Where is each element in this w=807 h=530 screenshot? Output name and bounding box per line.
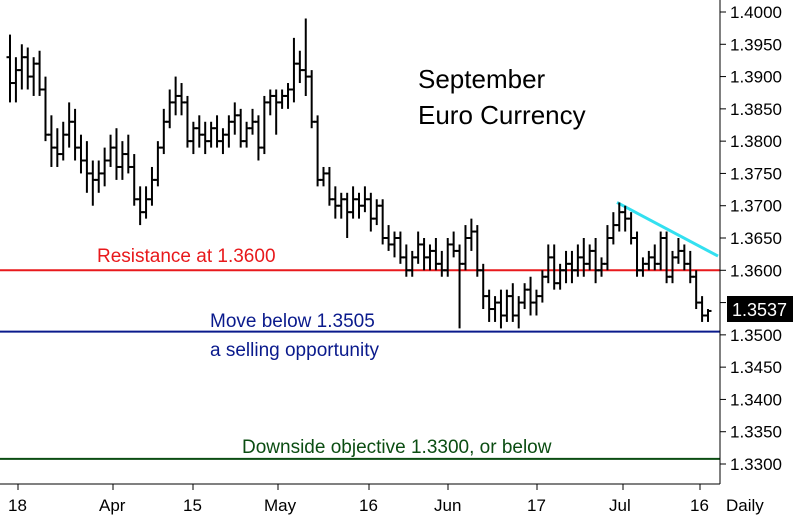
objective-label: Downside objective 1.3300, or below	[242, 437, 552, 458]
y-tick-label: 1.3750	[730, 164, 782, 183]
x-tick-label: 17	[527, 496, 546, 515]
x-tick-label: 15	[183, 496, 202, 515]
ohlc-bar	[704, 309, 712, 322]
price-bars	[6, 18, 712, 329]
x-tick-label: Jun	[434, 496, 461, 515]
support-label: Move below 1.3505	[210, 311, 375, 332]
x-tick-label: 18	[8, 496, 27, 515]
x-tick-label: Apr	[99, 496, 126, 515]
y-axis-ticks: 1.4000 1.3950 1.3900 1.3850 1.3800 1.3750 1.37…	[720, 3, 782, 474]
last-price-label: 1.3537	[732, 300, 787, 320]
y-tick-label: 1.3450	[730, 358, 782, 377]
trend-line-group	[616, 201, 719, 258]
y-tick-label: 1.3850	[730, 100, 782, 119]
x-tick-label: Daily	[726, 496, 764, 515]
x-tick-label: Jul	[609, 496, 631, 515]
last-price-box	[727, 296, 793, 322]
y-tick-label: 1.3400	[730, 390, 782, 409]
y-tick-label: 1.3650	[730, 229, 782, 248]
trend-line	[616, 201, 719, 258]
y-tick-label: 1.3700	[730, 197, 782, 216]
y-tick-label: 1.3500	[730, 326, 782, 345]
y-tick-label: 1.3300	[730, 455, 782, 474]
y-tick-label: 1.3900	[730, 68, 782, 87]
y-tick-label: 1.3350	[730, 423, 782, 442]
chart-subtitle: Euro Currency	[418, 100, 586, 130]
chart-title: September	[418, 64, 546, 94]
support-label-2: a selling opportunity	[210, 340, 379, 361]
x-tick-label: 16	[690, 496, 709, 515]
y-tick-label: 1.4000	[730, 3, 782, 22]
x-tick-label: May	[264, 496, 297, 515]
resistance-label: Resistance at 1.3600	[97, 246, 276, 267]
x-tick-label: 16	[359, 496, 378, 515]
y-tick-label: 1.3800	[730, 132, 782, 151]
y-tick-label: 1.3600	[730, 261, 782, 280]
y-tick-label: 1.3950	[730, 35, 782, 54]
x-axis-ticks: 18 Apr 15 May 16 Jun 17 Jul 16 Daily	[8, 484, 764, 515]
